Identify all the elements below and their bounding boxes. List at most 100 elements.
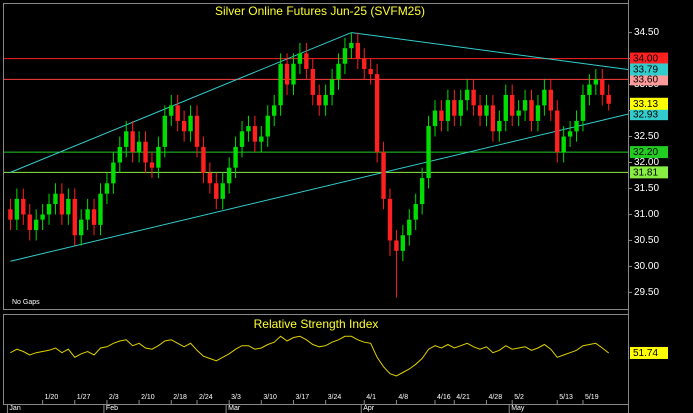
price-label: 33.79 [633, 65, 658, 76]
candle-body [368, 68, 373, 75]
candle-body [188, 115, 193, 132]
candle-body [349, 42, 354, 49]
x-tick-label: 2/24 [199, 394, 213, 401]
month-label: Jan [9, 405, 20, 412]
candle-body [432, 110, 438, 127]
candle-body [143, 141, 148, 163]
price-label-box [630, 73, 668, 86]
candle-body [201, 146, 206, 173]
candle-body [490, 105, 496, 132]
candle-body [542, 89, 547, 106]
candle-body [278, 63, 283, 106]
candle-body [426, 126, 431, 179]
candle-body [452, 100, 457, 116]
candle-body [342, 48, 348, 64]
candle-body [33, 219, 39, 231]
candle-body [471, 89, 476, 106]
trend-line [351, 32, 629, 70]
candle-body [124, 131, 129, 147]
candle-body [252, 126, 258, 142]
rsi-title: Relative Strength Index [254, 317, 379, 331]
candle-body [600, 79, 605, 95]
candle-body [439, 110, 444, 121]
candle-body [407, 219, 412, 236]
candle-body [355, 42, 361, 59]
price-label-box [630, 108, 668, 121]
candle-body [381, 152, 386, 199]
candle-body [27, 214, 32, 231]
trend-line [10, 113, 629, 262]
chart-title: Silver Online Futures Jun-25 (SVFM25) [215, 4, 425, 18]
x-tick-label: 3/17 [295, 394, 309, 401]
x-tick-label: 5/13 [559, 394, 573, 401]
candle-body [14, 198, 20, 220]
price-label-box [630, 52, 668, 65]
candle-body [233, 146, 238, 168]
x-tick-label: 4/28 [488, 394, 502, 401]
x-tick-label: 4/1 [366, 394, 376, 401]
candle-body [104, 183, 110, 194]
candle-body [317, 94, 322, 106]
candle-body [53, 193, 58, 205]
candle-body [239, 131, 245, 147]
x-tick-label: 1/27 [77, 394, 91, 401]
x-tick-label: 3/24 [328, 394, 342, 401]
y-tick-label: 34.50 [634, 27, 659, 38]
candle-body [226, 167, 232, 184]
trend-line [10, 32, 352, 173]
candle-body [207, 172, 213, 184]
candle-body [59, 193, 65, 215]
candle-body [85, 209, 90, 220]
candle-body [214, 183, 219, 199]
y-tick-label: 32.00 [634, 157, 659, 168]
candle-body [246, 126, 251, 132]
x-tick-label: 4/21 [456, 394, 470, 401]
candle-body [149, 162, 155, 168]
x-tick-label: 4/16 [437, 394, 451, 401]
price-label: 34.00 [633, 54, 658, 65]
candle-body [580, 94, 586, 121]
no-gaps-note: No Gaps [12, 299, 40, 306]
x-tick-label: 2/3 [109, 394, 119, 401]
candle-body [271, 105, 277, 116]
candle-body [477, 105, 483, 116]
x-tick-label: 4/8 [398, 394, 408, 401]
candle-body [66, 198, 71, 215]
price-label: 51.74 [633, 348, 658, 359]
candle-body [329, 79, 335, 95]
candle-body [91, 209, 97, 225]
candle-body [136, 141, 142, 153]
candle-body [522, 100, 528, 111]
candle-body [587, 84, 592, 95]
y-tick-label: 31.00 [634, 209, 659, 220]
price-label-box [630, 146, 668, 159]
candle-body [21, 198, 26, 215]
candle-body [458, 100, 463, 116]
price-label: 32.93 [633, 109, 658, 120]
candle-body [259, 136, 264, 142]
y-tick-label: 31.50 [634, 183, 659, 194]
candle-body [567, 131, 573, 137]
candle-body [535, 105, 541, 121]
candle-body [374, 74, 380, 153]
candle-body [387, 198, 393, 241]
candle-body [181, 120, 187, 132]
candle-body [497, 120, 502, 132]
candle-body [194, 115, 200, 147]
rsi-line [10, 335, 610, 377]
candle-body [284, 63, 290, 85]
candle-body [362, 58, 367, 69]
candle-body [561, 136, 566, 153]
candle-body [503, 94, 508, 121]
y-tick-label: 30.50 [634, 235, 659, 246]
candle-body [265, 115, 270, 137]
y-tick-label: 32.50 [634, 131, 659, 142]
month-label: May [511, 405, 525, 412]
candle-body [162, 115, 168, 147]
candle-body [117, 146, 122, 163]
x-tick-label: 2/18 [173, 394, 187, 401]
price-label-box [630, 63, 668, 76]
candle-body [46, 204, 52, 215]
candle-body [111, 162, 116, 184]
